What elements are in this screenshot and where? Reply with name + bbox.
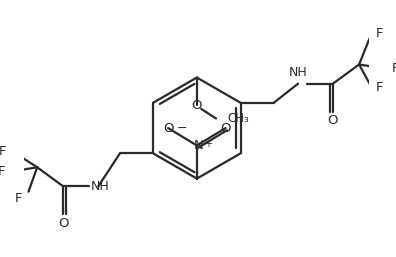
Text: O: O bbox=[328, 114, 338, 127]
Text: O: O bbox=[220, 122, 231, 135]
Text: F: F bbox=[376, 81, 383, 95]
Text: O: O bbox=[163, 122, 173, 135]
Text: O: O bbox=[58, 217, 69, 230]
Text: F: F bbox=[376, 27, 383, 40]
Text: +: + bbox=[204, 139, 212, 149]
Text: F: F bbox=[0, 145, 7, 158]
Text: −: − bbox=[177, 122, 187, 135]
Text: O: O bbox=[192, 99, 202, 112]
Text: F: F bbox=[0, 165, 5, 178]
Text: CH₃: CH₃ bbox=[227, 112, 249, 125]
Text: F: F bbox=[15, 192, 23, 205]
Text: N: N bbox=[194, 139, 204, 152]
Text: F: F bbox=[391, 62, 396, 75]
Text: NH: NH bbox=[289, 66, 308, 79]
Text: NH: NH bbox=[91, 180, 109, 193]
